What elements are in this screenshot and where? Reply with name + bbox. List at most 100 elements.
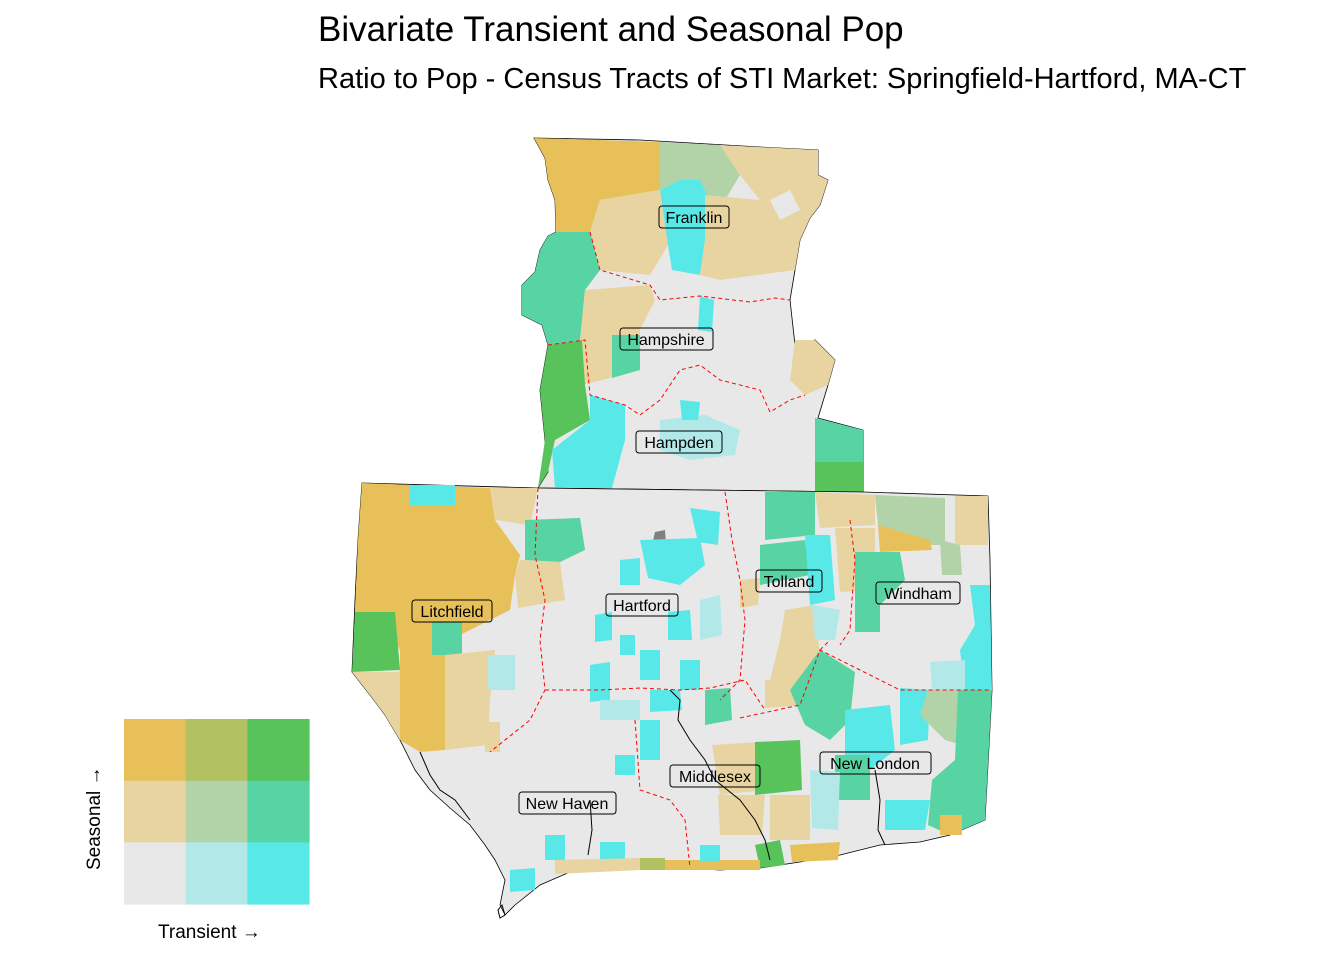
county-label-windham: Windham: [875, 581, 961, 605]
tract: [612, 335, 640, 378]
tract: [790, 340, 835, 395]
tract: [660, 142, 740, 200]
tract: [385, 640, 450, 752]
county-borders: [489, 231, 990, 869]
tract: [812, 605, 840, 640]
county-label-text: Tolland: [764, 574, 815, 591]
tract: [665, 860, 760, 870]
tract: [760, 540, 810, 585]
county-label-text: Litchfield: [420, 604, 483, 621]
legend-cell: [185, 842, 248, 905]
tract: [930, 660, 965, 690]
tract: [545, 835, 565, 860]
tract: [490, 488, 538, 525]
tract: [534, 138, 660, 232]
tract: [680, 660, 700, 690]
tract: [650, 690, 682, 712]
tract: [770, 795, 810, 840]
legend-cell: [247, 780, 310, 843]
rivers: [419, 689, 886, 919]
tract: [410, 485, 455, 505]
county-label-hampshire: Hampshire: [619, 327, 714, 351]
ct-region: [351, 231, 993, 919]
tract: [955, 496, 988, 545]
tract: [522, 232, 600, 345]
tract: [855, 552, 905, 632]
tract: [352, 672, 400, 740]
tract: [878, 525, 932, 552]
legend-cell: [185, 719, 248, 782]
county-label-hartford: Hartford: [605, 593, 679, 617]
tract: [940, 540, 962, 575]
tract: [485, 722, 500, 752]
tract: [700, 195, 820, 280]
tract: [600, 700, 640, 720]
tract: [790, 842, 840, 862]
tract: [718, 795, 765, 835]
legend-cell: [247, 842, 310, 905]
county-label-franklin: Franklin: [658, 205, 730, 229]
tract: [770, 190, 800, 220]
tract: [705, 688, 732, 725]
tract: [900, 688, 930, 745]
tract: [488, 655, 515, 690]
tract: [445, 700, 490, 750]
county-label-new-london: New London: [819, 751, 932, 775]
tract: [640, 538, 705, 585]
tract: [680, 400, 700, 420]
tract: [815, 462, 863, 492]
tract: [928, 690, 992, 835]
tract: [552, 395, 625, 488]
county-labels: Franklin Hampshire Hampden Litchfield Ha…: [411, 205, 961, 815]
county-label-tolland: Tolland: [755, 569, 823, 593]
tract: [960, 585, 992, 690]
legend-cell: [185, 780, 248, 843]
county-label-text: New London: [830, 756, 920, 773]
county-label-text: Hampden: [644, 435, 713, 452]
county-label-new-haven: New Haven: [518, 791, 617, 815]
tract: [720, 145, 828, 210]
tract: [700, 845, 720, 862]
tract: [668, 610, 692, 640]
tract: [755, 840, 785, 868]
tract: [740, 578, 760, 608]
tract: [660, 415, 740, 460]
tract: [790, 650, 855, 740]
county-label-litchfield: Litchfield: [411, 599, 493, 623]
tract: [445, 650, 495, 700]
tract: [690, 508, 720, 545]
tract: [510, 868, 535, 892]
tract: [590, 190, 668, 275]
tract: [712, 742, 765, 795]
county-label-text: Hampshire: [627, 332, 704, 349]
tract: [590, 662, 610, 702]
county-label-text: New Haven: [526, 796, 609, 813]
tract: [538, 340, 590, 488]
county-label-text: Windham: [884, 586, 952, 603]
county-label-text: Middlesex: [679, 769, 751, 786]
tract: [815, 418, 863, 462]
tract: [920, 690, 962, 745]
map-title: Bivariate Transient and Seasonal Pop: [318, 10, 904, 49]
tract: [700, 595, 722, 640]
tract: [815, 492, 875, 528]
tract: [600, 842, 625, 860]
tract: [615, 755, 635, 775]
tract: [352, 612, 400, 672]
tract: [885, 800, 930, 830]
county-label-middlesex: Middlesex: [669, 764, 761, 788]
tract: [525, 518, 585, 562]
county-label-text: Franklin: [666, 210, 723, 227]
tract: [620, 635, 635, 655]
map-subtitle: Ratio to Pop - Census Tracts of STI Mark…: [318, 63, 1247, 95]
legend-cell: [247, 719, 310, 782]
county-label-text: Hartford: [613, 598, 671, 615]
tract: [640, 858, 665, 870]
tract: [515, 560, 565, 608]
tract: [620, 558, 640, 585]
county-label-hampden: Hampden: [635, 430, 723, 454]
legend-cell: [124, 719, 187, 782]
tract: [810, 770, 840, 830]
tract: [555, 858, 640, 874]
